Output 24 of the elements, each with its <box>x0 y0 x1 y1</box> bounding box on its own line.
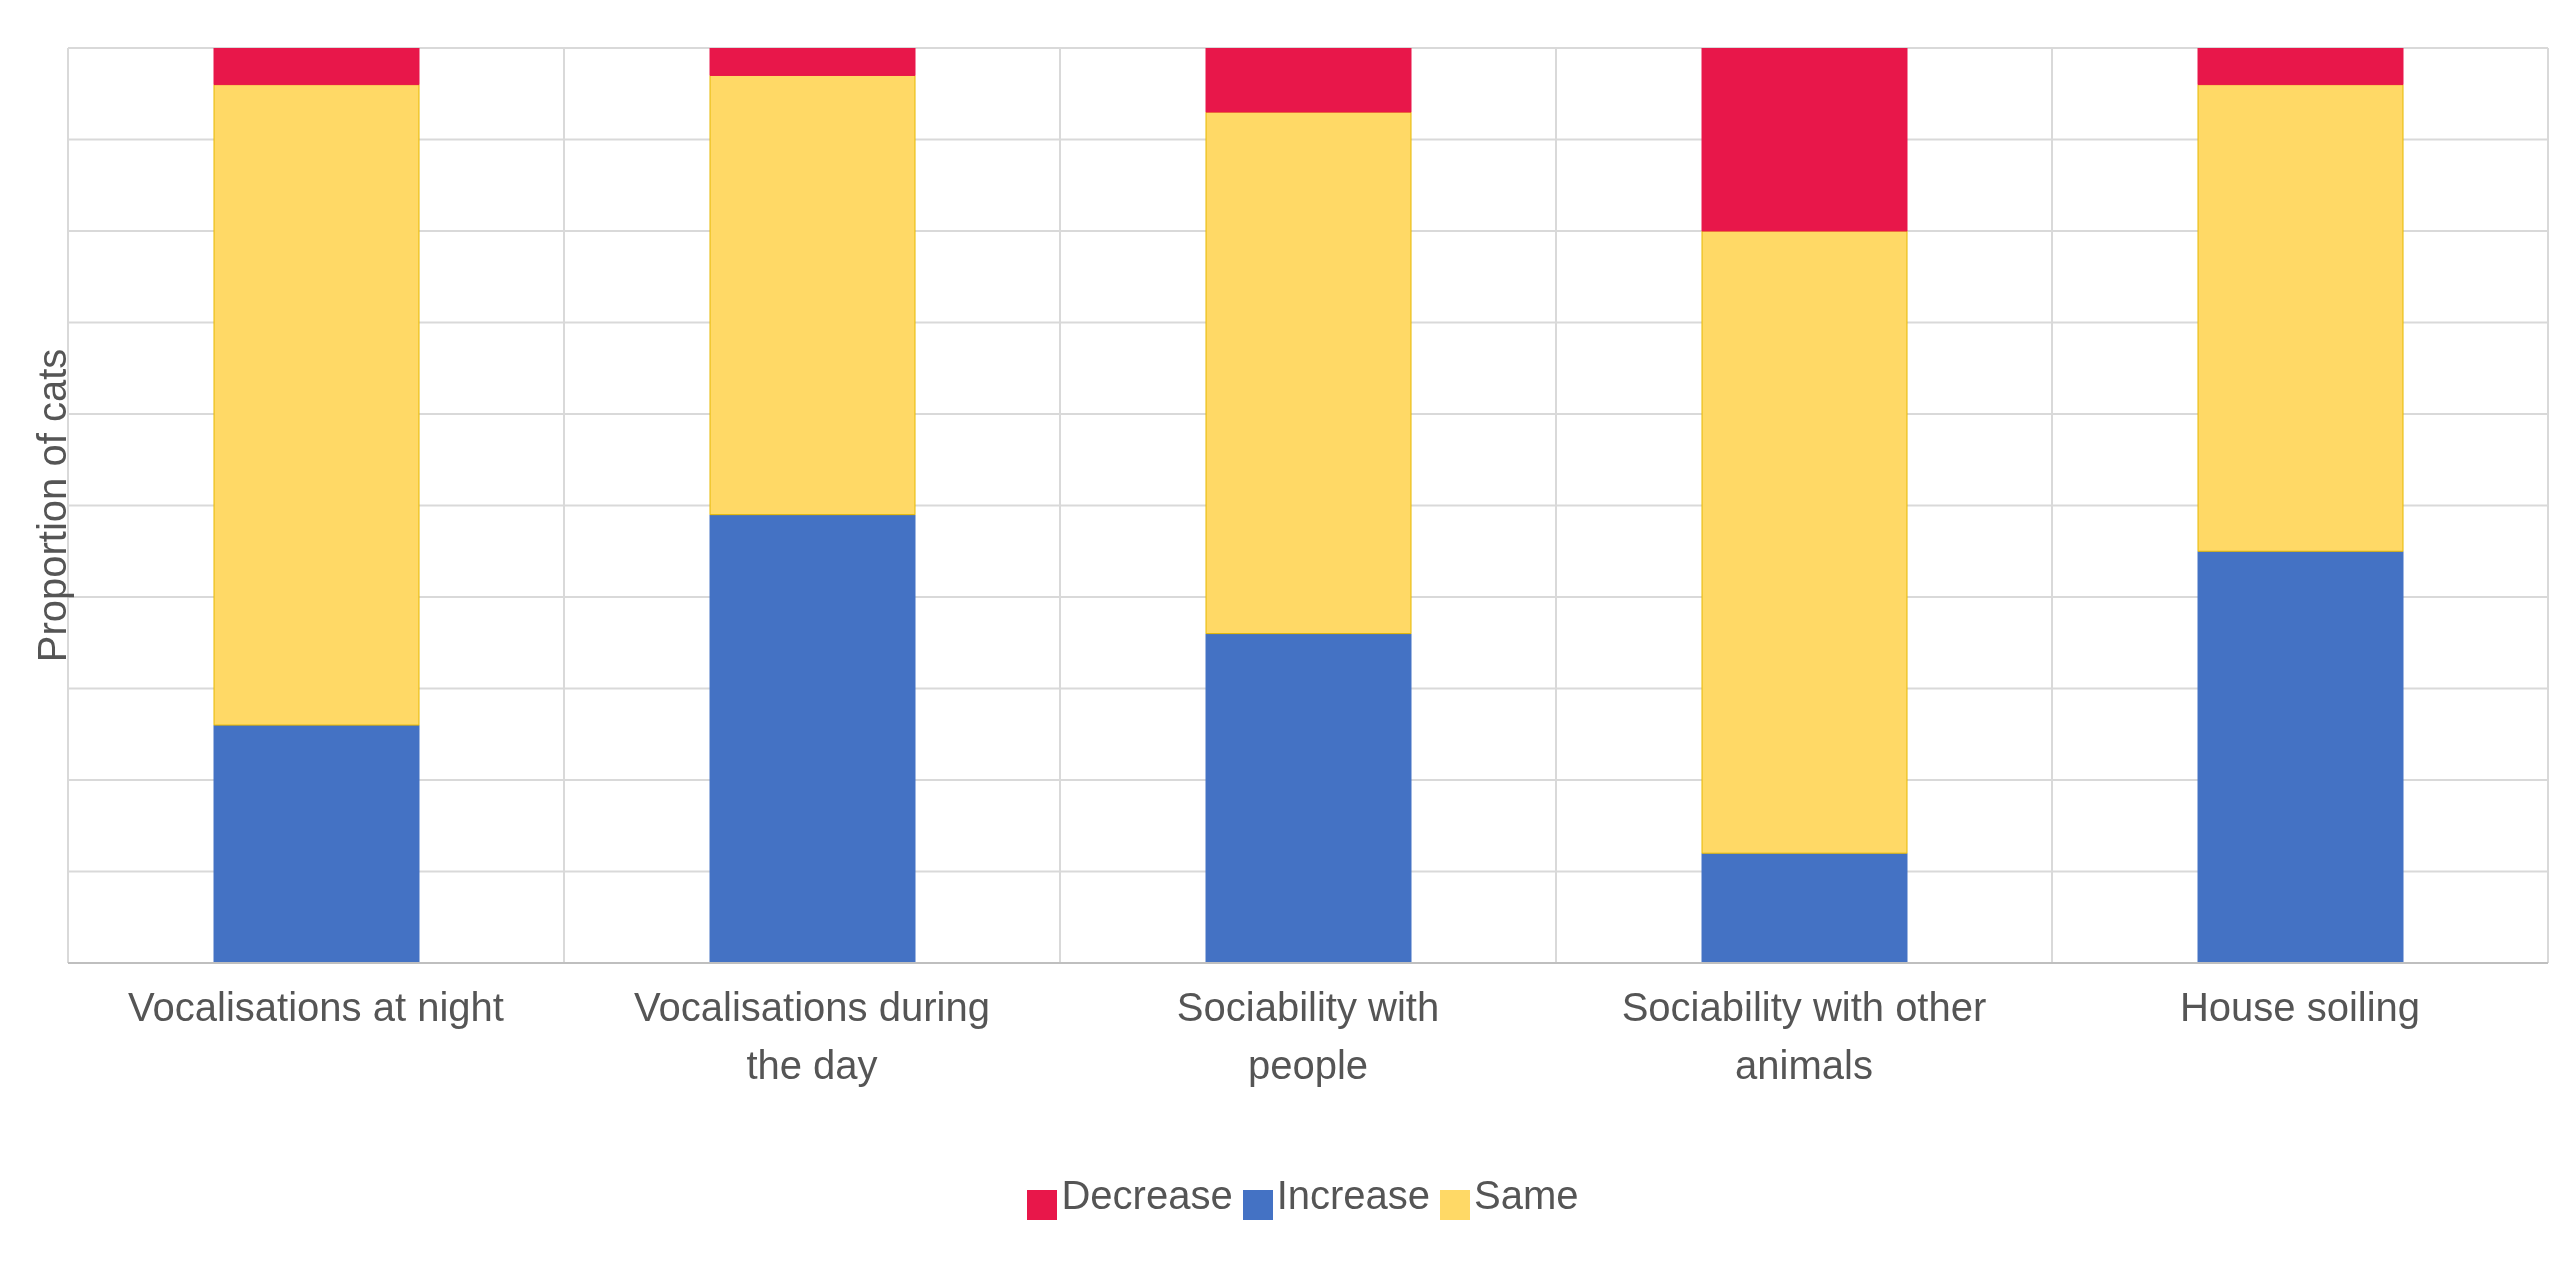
legend-label: Decrease <box>1061 1173 1233 1217</box>
bar <box>2197 48 2404 86</box>
bar <box>213 84 420 726</box>
x-tick-label: Vocalisations during the day <box>634 985 990 1087</box>
bar <box>213 48 420 86</box>
bar <box>1701 852 1908 963</box>
bar <box>1205 633 1412 963</box>
x-tick-label: Vocalisations at night <box>128 985 504 1029</box>
bar <box>1701 230 1908 854</box>
bar <box>1701 48 1908 232</box>
x-tick-label: Sociability with people <box>1176 985 1440 1087</box>
bar <box>709 48 916 76</box>
x-tick-label: Sociability with other animals <box>1621 985 1987 1087</box>
bar <box>2197 550 2404 963</box>
bar <box>709 74 916 516</box>
bar <box>1205 48 1412 113</box>
bar <box>709 514 916 963</box>
legend-label: Increase <box>1276 1173 1431 1217</box>
bar <box>2197 84 2404 552</box>
y-axis-title: Proportion of cats <box>30 348 74 663</box>
x-tick-label: House soiling <box>2179 985 2421 1029</box>
bar <box>1205 111 1412 635</box>
legend-label: Same <box>1474 1173 1579 1217</box>
bar <box>213 724 420 963</box>
